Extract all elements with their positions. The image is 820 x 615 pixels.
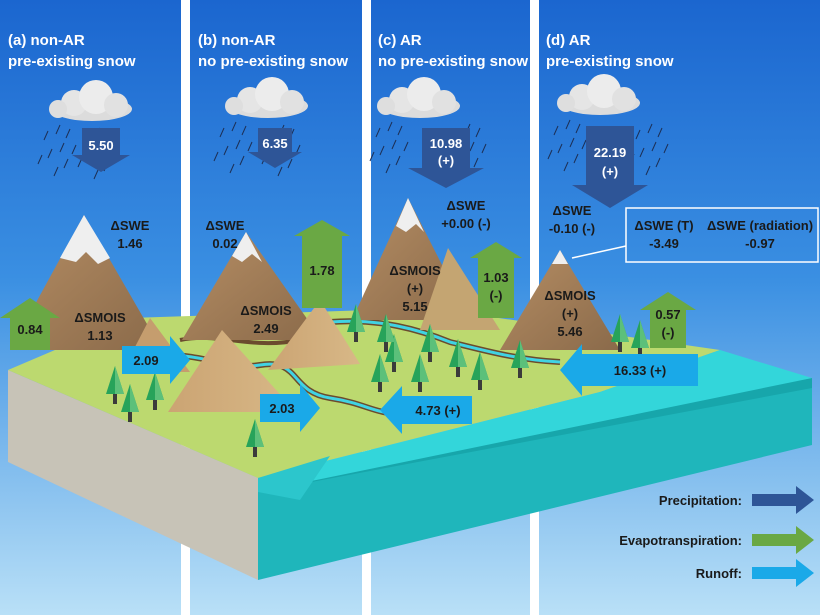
panel-d-subtitle: pre-existing snow [546,53,674,70]
smois-label-a: ΔSMOIS [74,310,126,325]
svg-text:16.33 (+): 16.33 (+) [614,363,666,378]
et-arrow-a: 0.84 [0,298,60,350]
svg-text:22.19: 22.19 [594,145,627,160]
swe-breakdown-box: ΔSWE (T) -3.49 ΔSWE (radiation) -0.97 [571,207,819,263]
legend-runoff-arrow [752,559,814,587]
runoff-arrow-a: 2.09 [122,336,190,384]
swe-label-a: ΔSWE [111,218,150,233]
land-top [8,308,720,478]
svg-text:(+): (+) [602,164,618,179]
svg-text:1.78: 1.78 [309,263,334,278]
svg-text:5.50: 5.50 [88,138,113,153]
block-left-side [8,370,258,580]
svg-text:0.84: 0.84 [17,322,43,337]
precip-arrow-a: 5.50 [72,128,130,172]
panel-c-title: (c) AR [378,32,422,49]
legend-precipitation-label: Precipitation: [659,493,742,508]
legend-runoff-label: Runoff: [696,566,742,581]
swe-value-c: +0.00 (-) [441,216,491,231]
panel-d-title: (d) AR [546,32,591,49]
smois-sign-c: (+) [407,281,423,296]
smois-value-d: 5.46 [557,324,582,339]
water-front [258,378,812,580]
legend: Precipitation: Evapotranspiration: Runof… [619,486,814,587]
mountain-d [500,250,620,350]
legend-evapotranspiration-label: Evapotranspiration: [619,533,742,548]
et-arrow-b: 1.78 [294,220,350,308]
panel-a-title: (a) non-AR [8,32,85,49]
smois-value-c: 5.15 [402,299,427,314]
swe-value-b: 0.02 [212,236,237,251]
panel-c-subtitle: no pre-existing snow [378,53,528,70]
smois-sign-d: (+) [562,306,578,321]
swe-t-value: -3.49 [649,236,679,251]
et-arrow-c: 1.03 (-) [470,242,522,318]
swe-radiation-value: -0.97 [745,236,775,251]
svg-text:4.73 (+): 4.73 (+) [415,403,460,418]
runoff-arrow-b: 2.03 [260,384,320,432]
svg-text:2.03: 2.03 [269,401,294,416]
mountain-b [168,232,360,412]
smois-label-d: ΔSMOIS [544,288,596,303]
swe-radiation-label: ΔSWE (radiation) [707,218,813,233]
smois-label-c: ΔSMOIS [389,263,441,278]
smois-value-b: 2.49 [253,321,278,336]
svg-text:2.09: 2.09 [133,353,158,368]
panel-a-subtitle: pre-existing snow [8,53,136,70]
panel-b-subtitle: no pre-existing snow [198,53,348,70]
svg-text:1.03: 1.03 [483,270,508,285]
swe-label-c: ΔSWE [447,198,486,213]
swe-value-d: -0.10 (-) [549,221,595,236]
swe-label-d: ΔSWE [553,203,592,218]
runoff-arrow-c: 4.73 (+) [380,386,472,434]
runoff-arrow-d: 16.33 (+) [560,344,698,396]
smois-label-b: ΔSMOIS [240,303,292,318]
et-arrow-d: 0.57 (-) [640,292,696,348]
legend-evapotranspiration-arrow [752,526,814,554]
swe-value-a: 1.46 [117,236,142,251]
svg-text:(+): (+) [438,153,454,168]
precip-arrow-b: 6.35 [248,128,302,168]
panel-b-title: (b) non-AR [198,32,276,49]
legend-precipitation-arrow [752,486,814,514]
svg-text:6.35: 6.35 [262,136,287,151]
precip-arrow-d: 22.19 (+) [572,126,648,208]
smois-value-a: 1.13 [87,328,112,343]
swe-label-b: ΔSWE [206,218,245,233]
svg-text:(-): (-) [662,325,675,340]
swe-t-label: ΔSWE (T) [634,218,693,233]
svg-text:(-): (-) [490,288,503,303]
svg-text:10.98: 10.98 [430,136,463,151]
svg-text:0.57: 0.57 [655,307,680,322]
precip-arrow-c: 10.98 (+) [408,128,484,188]
